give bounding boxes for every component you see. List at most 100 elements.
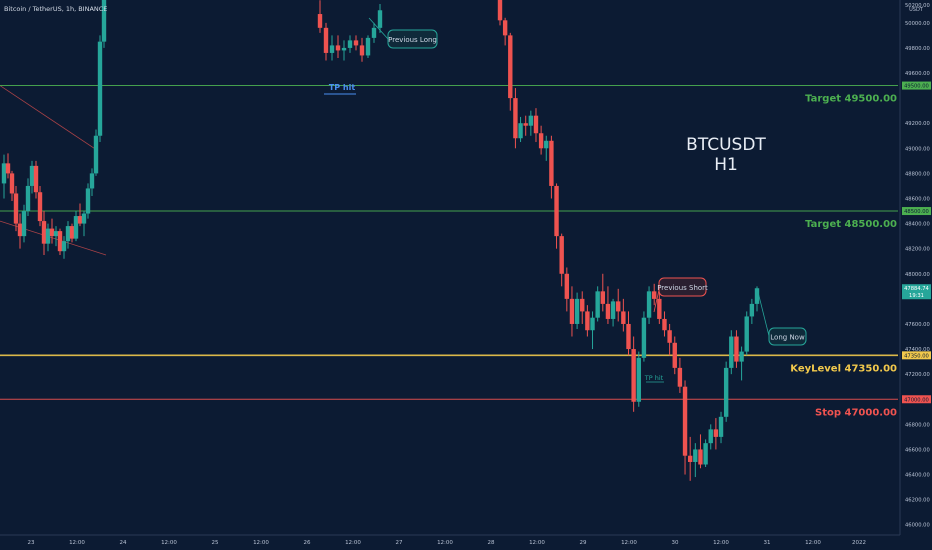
candle-body	[49, 228, 55, 237]
candle-body	[69, 226, 75, 239]
price-tick: 48000.00	[905, 272, 930, 278]
time-tick: 12:00	[437, 540, 453, 546]
price-tick: 48600.00	[905, 196, 930, 202]
candle-body	[569, 298, 575, 324]
time-tick: 24	[120, 540, 127, 546]
candle-body	[5, 163, 11, 174]
price-tick: 48400.00	[905, 222, 930, 228]
price-tag: 49500.00	[904, 84, 929, 90]
price-tick: 47400.00	[905, 347, 930, 353]
time-tick: 12:00	[69, 540, 85, 546]
price-tag-bg	[902, 81, 931, 90]
candle-body	[616, 301, 621, 312]
candle-body	[45, 228, 51, 244]
tp-hit-label: TP hit	[329, 83, 356, 92]
time-tick: 12:00	[805, 540, 821, 546]
previous-short-callout-box	[658, 277, 707, 297]
price-tick: 49000.00	[905, 146, 930, 152]
price-axis-bg	[900, 0, 932, 550]
candle-body	[657, 298, 662, 319]
price-tag-bg	[902, 351, 931, 360]
time-tick: 12:00	[253, 540, 269, 546]
price-tag-bg	[902, 207, 931, 216]
candle-body	[739, 351, 744, 362]
candle-body	[672, 342, 677, 368]
candle-body	[89, 173, 95, 189]
candle-body	[621, 311, 626, 324]
previous-short-callout-label: Previous Short	[657, 284, 708, 292]
candle-body	[513, 98, 518, 139]
candle-body	[33, 165, 39, 193]
candle-body	[559, 236, 564, 274]
price-tag: 48500.00	[904, 209, 929, 215]
price-tick: 49200.00	[905, 121, 930, 127]
time-tick: 12:00	[621, 540, 637, 546]
candle-body	[323, 27, 329, 53]
candle-body	[605, 303, 611, 319]
long-now-pointer	[756, 287, 770, 337]
time-tick: 12:00	[345, 540, 361, 546]
previous-short-pointer	[653, 289, 660, 313]
time-tick: 27	[396, 540, 403, 546]
candle-body	[353, 40, 359, 46]
candle-body	[97, 41, 103, 136]
candle-body	[574, 298, 580, 324]
time-tick: 30	[672, 540, 679, 546]
candle-body	[718, 416, 724, 437]
candle-body	[13, 193, 19, 224]
candle-body	[713, 429, 719, 437]
candle-body	[533, 115, 539, 134]
candle-body	[564, 273, 570, 299]
candle-body	[538, 133, 544, 149]
price-tick: 49800.00	[905, 46, 930, 52]
watermark-symbol: BTCUSDT	[686, 135, 766, 155]
candle-body	[754, 288, 760, 304]
price-tick: 47600.00	[905, 322, 930, 328]
candle-body	[29, 165, 35, 186]
price-tick: 50200.00	[905, 3, 930, 9]
candle-body	[528, 115, 534, 126]
candle-body	[554, 185, 559, 237]
candle-body	[744, 316, 749, 352]
candle-body	[703, 443, 708, 465]
time-tick: 28	[488, 540, 495, 546]
currency-label: USDT	[909, 7, 924, 13]
trendline-upper	[0, 85, 99, 152]
previous-long-callout-label: Previous Long	[388, 36, 437, 44]
candle-body	[377, 10, 383, 28]
candle-body	[61, 241, 67, 252]
candle-body	[729, 336, 734, 368]
long-now-callout-label: Long Now	[770, 334, 805, 342]
candle-body	[53, 231, 59, 237]
candle-body	[646, 291, 652, 318]
candle-body	[518, 123, 523, 139]
candle-body	[77, 216, 83, 224]
candle-body	[371, 27, 377, 38]
candle-body	[580, 298, 585, 312]
price-tick: 46200.00	[905, 498, 930, 504]
candle-body	[9, 173, 15, 194]
candle-body	[365, 37, 371, 56]
level-label: KeyLevel 47350.00	[790, 363, 897, 374]
candle-body	[508, 35, 513, 99]
price-tick: 49600.00	[905, 71, 930, 77]
tp-hit-label-2: TP hit	[644, 374, 664, 382]
candle-body	[317, 14, 323, 28]
candle-body	[21, 211, 27, 237]
candle-body	[595, 291, 600, 318]
price-tick: 48800.00	[905, 171, 930, 177]
candle-body	[708, 429, 713, 444]
last-price-value: 47884.74	[904, 286, 929, 292]
candle-body	[600, 291, 605, 304]
candle-body	[687, 455, 693, 462]
time-tick: 12:00	[161, 540, 177, 546]
candle-body	[347, 40, 353, 48]
time-tick: 12:00	[713, 540, 729, 546]
candle-body	[57, 231, 63, 252]
time-axis-bg	[0, 535, 932, 550]
candle-body	[677, 367, 683, 387]
last-price-countdown: 19:31	[909, 293, 924, 299]
candle-body	[693, 449, 698, 462]
